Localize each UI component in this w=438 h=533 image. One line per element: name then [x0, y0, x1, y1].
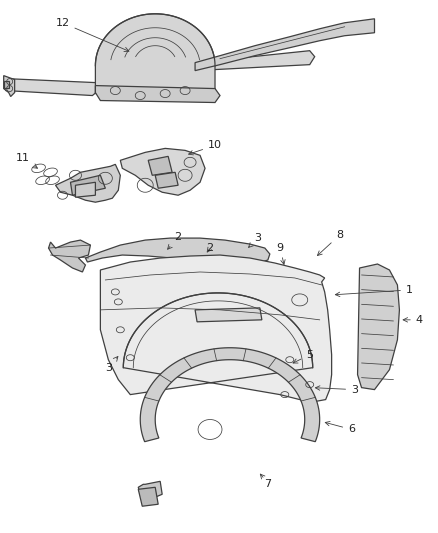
Text: 3: 3: [105, 357, 118, 373]
Polygon shape: [4, 80, 9, 87]
Polygon shape: [138, 487, 158, 506]
Polygon shape: [195, 51, 314, 71]
Polygon shape: [95, 14, 215, 94]
Polygon shape: [195, 308, 262, 322]
Text: 9: 9: [276, 243, 283, 253]
Polygon shape: [148, 156, 172, 175]
Polygon shape: [95, 86, 220, 102]
Text: 7: 7: [264, 479, 272, 489]
Text: 2: 2: [206, 243, 214, 253]
Polygon shape: [75, 182, 95, 197]
Polygon shape: [71, 175, 106, 195]
Text: 4: 4: [403, 315, 423, 325]
Text: 5: 5: [293, 350, 313, 363]
Polygon shape: [195, 19, 374, 71]
Text: 10: 10: [189, 140, 222, 155]
Polygon shape: [120, 148, 205, 195]
Text: 8: 8: [318, 230, 343, 255]
Text: 11: 11: [16, 154, 38, 168]
Polygon shape: [357, 264, 399, 390]
Polygon shape: [155, 172, 178, 188]
Polygon shape: [49, 240, 90, 272]
Text: 12: 12: [56, 18, 129, 52]
Polygon shape: [56, 164, 120, 202]
Polygon shape: [100, 255, 332, 401]
Text: 3: 3: [315, 385, 358, 394]
Text: 6: 6: [325, 422, 355, 434]
Polygon shape: [138, 481, 162, 499]
Text: 1: 1: [336, 285, 413, 296]
Polygon shape: [85, 238, 270, 265]
Polygon shape: [6, 78, 100, 95]
Text: 3: 3: [249, 233, 261, 247]
Polygon shape: [4, 76, 14, 96]
Text: 2: 2: [168, 232, 182, 249]
Polygon shape: [140, 348, 320, 442]
